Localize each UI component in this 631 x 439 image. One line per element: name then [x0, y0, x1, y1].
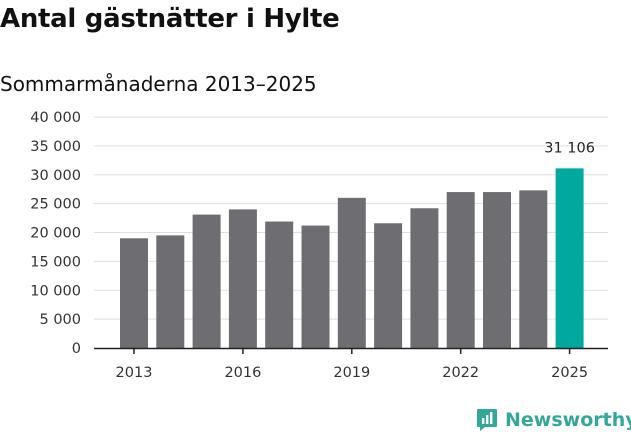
y-tick-label: 20 000 [30, 226, 81, 242]
y-tick-label: 5 000 [39, 312, 81, 328]
bar-2014 [156, 235, 185, 348]
y-tick-label: 25 000 [30, 197, 81, 213]
x-tick-label: 2016 [224, 365, 261, 381]
bar-2020 [374, 223, 403, 348]
chart-subtitle: Sommarmånaderna 2013–2025 [0, 72, 317, 96]
y-tick-label: 35 000 [30, 139, 81, 155]
bar-2025 [555, 168, 584, 348]
bar-2024 [519, 190, 548, 348]
y-tick-label: 10 000 [30, 283, 81, 299]
chart-title: Antal gästnätter i Hylte [0, 4, 340, 34]
x-tick-label: 2019 [333, 365, 370, 381]
bar-2019 [337, 197, 366, 348]
brand-name: Newsworthy [505, 409, 631, 431]
chart-badge-icon [477, 409, 497, 431]
bar-2013 [120, 238, 148, 348]
y-tick-label: 15 000 [30, 254, 81, 270]
y-tick-label: 30 000 [30, 168, 81, 184]
brand-logo: Newsworthy [476, 408, 631, 432]
y-tick-label: 40 000 [30, 110, 81, 126]
bar-2022 [446, 192, 475, 348]
x-tick-label: 2013 [116, 365, 153, 381]
bar-2021 [410, 208, 439, 348]
x-tick-label: 2022 [442, 365, 479, 381]
y-tick-label: 0 [72, 341, 81, 357]
bar-2017 [265, 221, 294, 348]
data-label-2025: 31 106 [544, 140, 595, 156]
bar-2015 [192, 214, 221, 348]
bar-2023 [483, 192, 511, 348]
bar-2016 [228, 209, 257, 348]
bar-2018 [301, 225, 330, 348]
x-tick-label: 2025 [551, 365, 588, 381]
